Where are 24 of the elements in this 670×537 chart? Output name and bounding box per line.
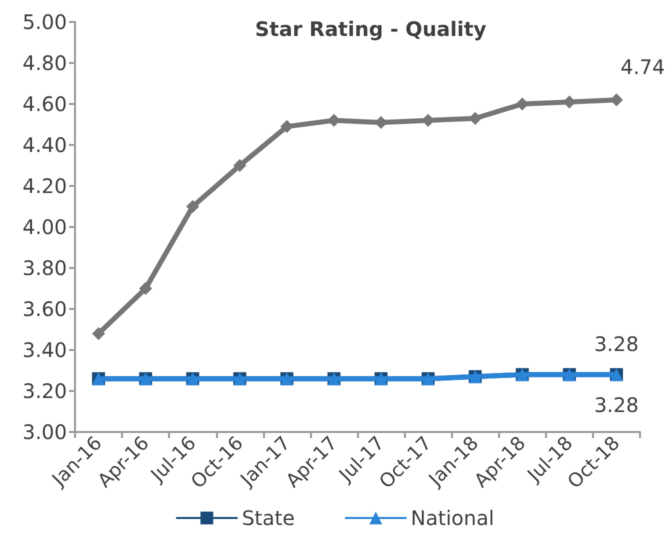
legend-label: National <box>410 506 494 530</box>
chart-title: Star Rating - Quality <box>255 17 486 41</box>
point <box>139 282 152 295</box>
y-tick-label: 4.20 <box>22 174 67 198</box>
y-tick-label: 3.80 <box>22 256 67 280</box>
annotation: 4.74 <box>620 55 665 79</box>
point <box>516 98 529 110</box>
y-tick-label: 5.00 <box>22 10 67 34</box>
y-tick-label: 3.20 <box>22 379 67 403</box>
point <box>280 120 294 134</box>
point <box>327 114 340 127</box>
legend-label: State <box>242 506 295 530</box>
point <box>186 200 200 213</box>
y-tick-label: 4.60 <box>22 92 67 116</box>
y-tick-label: 3.40 <box>22 338 67 362</box>
point <box>468 112 482 125</box>
point <box>92 327 106 340</box>
y-tick-label: 4.80 <box>22 51 67 75</box>
data-label: 3.28 <box>594 332 639 356</box>
point <box>233 159 246 172</box>
y-tick-label: 3.60 <box>22 297 67 321</box>
y-tick-label: 4.00 <box>22 215 67 239</box>
data-label: 3.28 <box>594 393 639 418</box>
y-tick-label: 4.40 <box>22 133 67 157</box>
